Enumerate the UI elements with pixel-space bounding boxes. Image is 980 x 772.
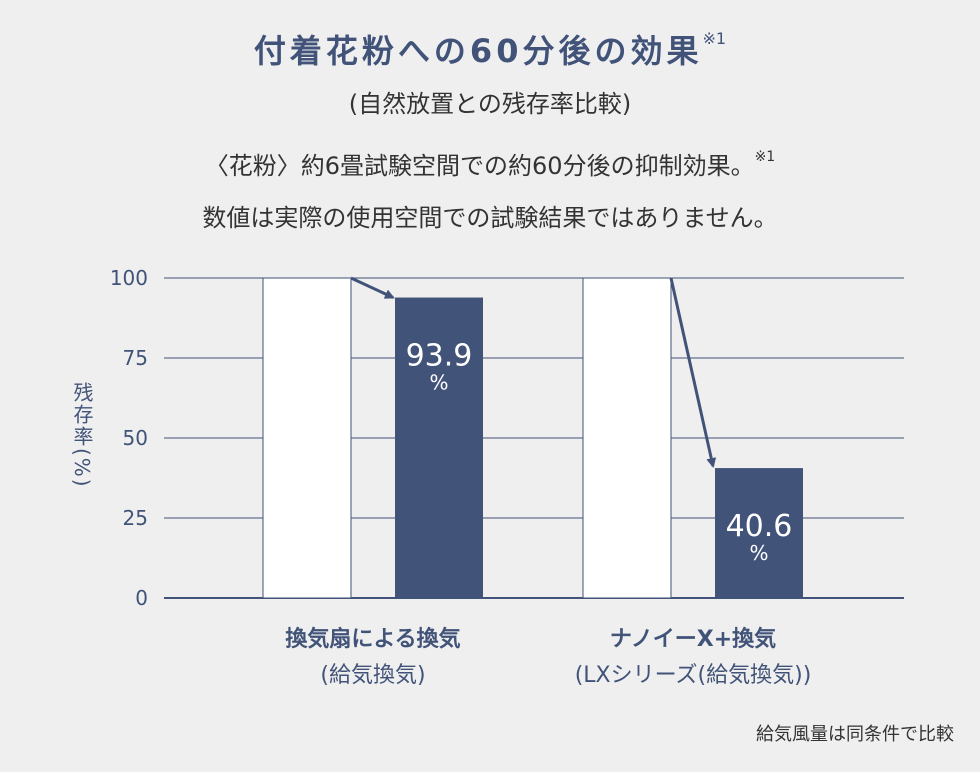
y-tick-label: 75	[123, 346, 148, 370]
y-tick-label: 25	[123, 506, 148, 530]
baseline-bar	[582, 277, 672, 599]
chart-title: 付着花粉への60分後の効果※1	[0, 26, 980, 72]
y-tick-label: 50	[123, 426, 148, 450]
reduction-arrow	[350, 276, 395, 299]
category-label: ナノイーX+換気	[610, 626, 776, 652]
arrows	[350, 276, 717, 469]
value-label: 40.6	[726, 509, 793, 544]
category-sublabel: (LXシリーズ(給気換気))	[575, 663, 812, 688]
test-condition-note: 〈花粉〉約6畳試験空間での約60分後の抑制効果。※1	[0, 146, 980, 181]
category-sublabel: (給気換気)	[320, 663, 425, 688]
title-footnote-mark: ※1	[702, 29, 727, 49]
chart-title-text: 付着花粉への60分後の効果	[253, 32, 703, 70]
y-tick-label: 0	[135, 586, 148, 610]
value-bar	[715, 468, 803, 598]
airflow-footnote: 給気風量は同条件で比較	[756, 724, 954, 745]
reduction-arrow	[669, 277, 717, 469]
value-unit-label: %	[429, 371, 448, 395]
baseline-bar	[262, 277, 352, 599]
value-unit-label: %	[749, 541, 768, 565]
labels: 0 25 50 75 100 残存率(%) 93.9% 換気扇による換気 (給気換気) 40.6%…	[70, 266, 811, 688]
bars	[262, 277, 803, 599]
value-bar	[395, 297, 483, 598]
y-tick-label: 100	[110, 266, 148, 290]
value-label: 93.9	[406, 339, 473, 374]
chart-subtitle: (自然放置との残存率比較)	[348, 90, 632, 118]
y-axis-label: 残存率(%)	[70, 382, 94, 489]
note-footnote-mark: ※1	[754, 149, 776, 165]
category-label: 換気扇による換気	[285, 626, 460, 652]
test-condition-text: 〈花粉〉約6畳試験空間での約60分後の抑制効果。	[204, 152, 755, 180]
disclaimer-note: 数値は実際の使用空間での試験結果ではありません。	[202, 204, 778, 232]
